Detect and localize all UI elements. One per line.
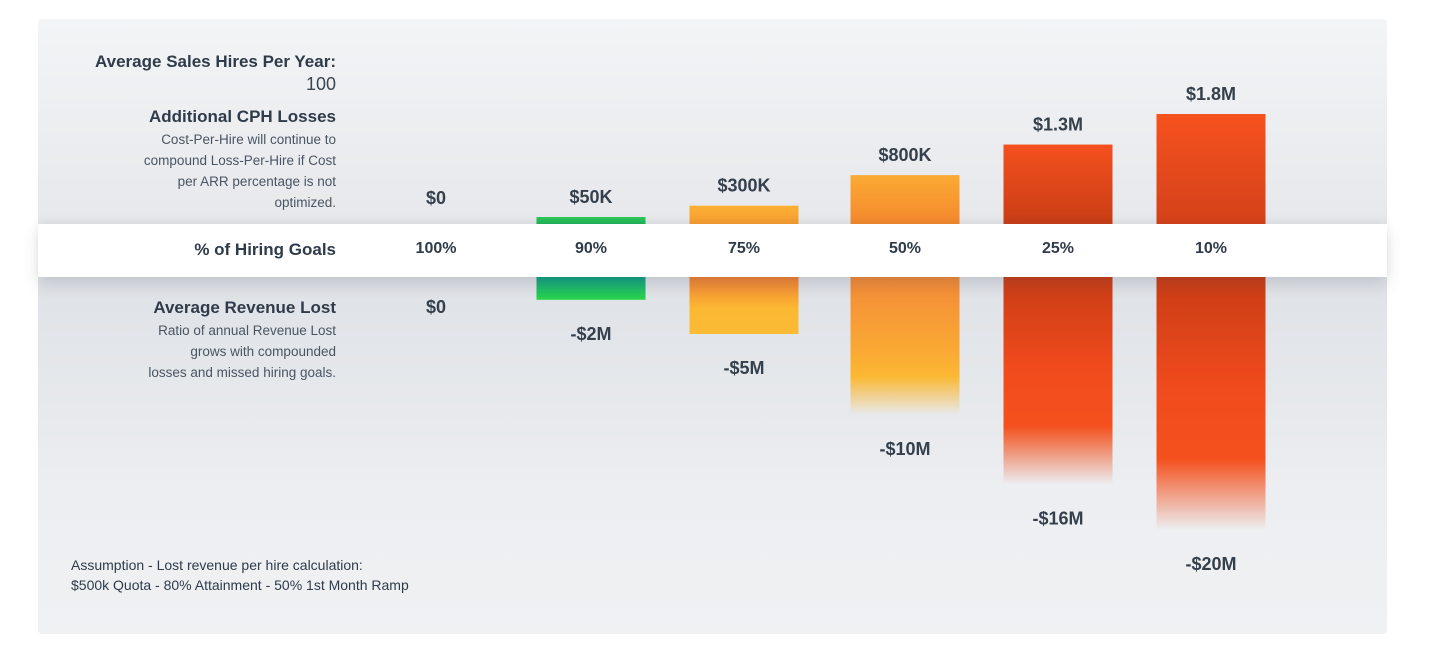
revenue-title: Average Revenue Lost — [153, 298, 336, 317]
cph-description-line: Cost-Per-Hire will continue to — [161, 132, 336, 147]
revenue-value-label: -$16M — [1032, 508, 1083, 528]
cph-value-label: $300K — [717, 176, 770, 196]
revenue-bar — [536, 277, 646, 300]
hiring-goal-percent: 90% — [574, 240, 608, 257]
cph-bar — [850, 175, 960, 224]
hiring-goals-row-label: % of Hiring Goals — [194, 240, 336, 259]
hiring-goal-percent: 25% — [1041, 240, 1075, 257]
revenue-bar — [1003, 277, 1113, 485]
hiring-goal-percent: 10% — [1194, 240, 1228, 257]
hiring-goal-percent: 50% — [888, 240, 922, 257]
cph-value-label: $50K — [569, 187, 612, 207]
cph-value-label: $800K — [878, 145, 931, 165]
cph-description-line: compound Loss-Per-Hire if Cost — [143, 153, 336, 168]
cph-description: Cost-Per-Hire will continue to compound … — [144, 129, 336, 213]
cph-title: Additional CPH Losses — [148, 107, 336, 126]
revenue-description-line: Ratio of annual Revenue Lost — [158, 323, 336, 338]
cph-description-line: optimized. — [274, 195, 336, 210]
cph-bar — [689, 205, 799, 224]
hiring-goal-percent: 100% — [415, 240, 457, 257]
hires-label: Average Sales Hires Per Year: — [95, 52, 336, 71]
cph-value-label: $1.8M — [1186, 84, 1236, 104]
assumption-line: Assumption - Lost revenue per hire calcu… — [71, 557, 363, 573]
revenue-bar — [850, 277, 960, 415]
cph-bars — [536, 114, 1266, 224]
cph-bar — [1156, 114, 1266, 224]
revenue-value-label: -$20M — [1185, 554, 1236, 574]
revenue-description: Ratio of annual Revenue Lost grows with … — [148, 320, 336, 383]
assumption-line: $500k Quota - 80% Attainment - 50% 1st M… — [71, 577, 409, 593]
cph-bar — [536, 217, 646, 224]
hires-value: 100 — [305, 74, 336, 94]
revenue-value-labels: $0 -$2M -$5M -$10M -$16M -$20M — [426, 297, 1237, 574]
revenue-bar — [689, 277, 799, 334]
cph-value-label: $1.3M — [1033, 115, 1083, 135]
hiring-goal-percent: 75% — [727, 240, 761, 257]
revenue-bars — [536, 277, 1266, 530]
revenue-bar — [1156, 277, 1266, 530]
hiring-goals-band — [38, 224, 1387, 277]
revenue-description-line: losses and missed hiring goals. — [148, 365, 336, 380]
revenue-value-label: $0 — [426, 297, 446, 317]
revenue-description-line: grows with compounded — [190, 344, 336, 359]
revenue-value-label: -$10M — [879, 439, 930, 459]
revenue-value-label: -$2M — [570, 324, 611, 344]
cph-value-label: $0 — [426, 188, 446, 208]
cph-description-line: per ARR percentage is not — [177, 174, 336, 189]
revenue-value-label: -$5M — [723, 358, 764, 378]
cph-bar — [1003, 144, 1113, 224]
cph-value-labels: $0 $50K $300K $800K $1.3M $1.8M — [426, 84, 1236, 208]
assumption-note: Assumption - Lost revenue per hire calcu… — [71, 555, 409, 595]
